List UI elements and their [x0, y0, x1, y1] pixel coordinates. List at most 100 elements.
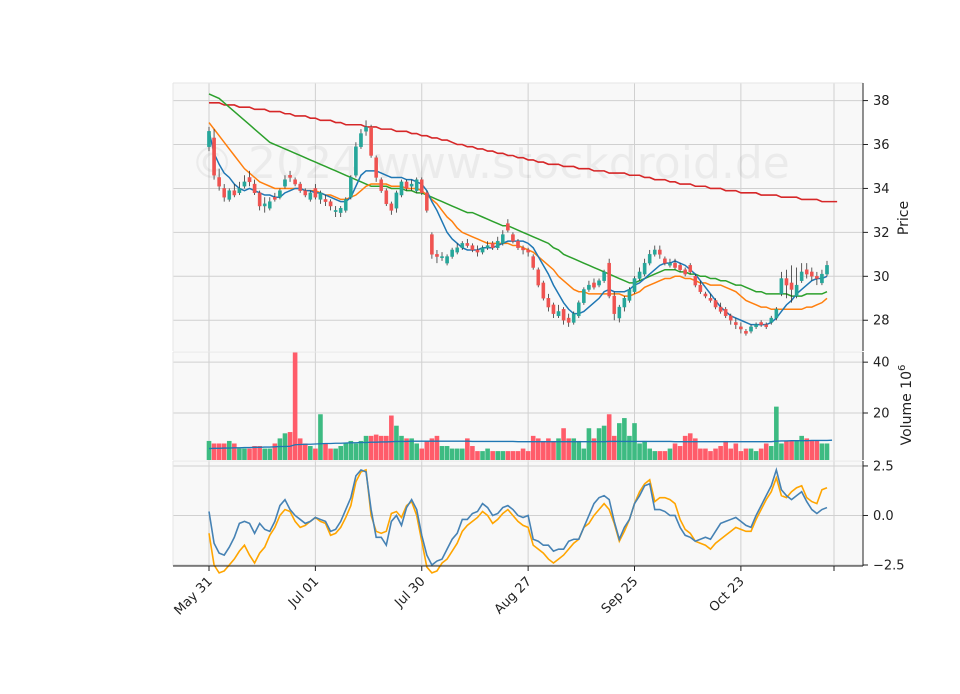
- volume-bar: [642, 440, 647, 460]
- volume-bar: [394, 425, 399, 460]
- oscillator-axis-tick-label: 2.5: [873, 459, 894, 474]
- volume-bar: [480, 451, 485, 460]
- volume-bar: [434, 435, 440, 460]
- candle-body: [364, 126, 368, 132]
- candle-body: [470, 245, 475, 251]
- volume-bar: [444, 446, 450, 460]
- candle-body: [820, 273, 824, 284]
- candle-body: [784, 278, 789, 286]
- candle-body: [566, 317, 571, 323]
- volume-bar: [211, 443, 217, 460]
- volume-bar: [535, 438, 541, 460]
- candle-body: [642, 262, 647, 275]
- volume-bar: [627, 435, 632, 460]
- volume-bar: [257, 446, 262, 460]
- volume-bar: [470, 446, 475, 460]
- candle-body: [678, 265, 682, 270]
- volume-bar: [809, 440, 815, 460]
- candle-body: [328, 201, 333, 207]
- volume-bar: [399, 435, 404, 460]
- candle-body: [455, 247, 460, 253]
- volume-bar: [596, 428, 602, 460]
- candle-body: [511, 234, 515, 242]
- candle-body: [703, 293, 708, 297]
- volume-bar: [687, 433, 693, 460]
- volume-bar: [475, 451, 480, 460]
- volume-bar: [713, 448, 718, 460]
- candle-body: [779, 278, 784, 295]
- candle-body: [501, 234, 505, 244]
- candle-body: [749, 326, 753, 332]
- volume-bar: [333, 448, 338, 460]
- candle-body: [576, 302, 581, 317]
- volume-bar: [682, 435, 688, 460]
- candle-body: [450, 249, 454, 257]
- volume-bar: [611, 435, 617, 460]
- volume-bar: [672, 443, 678, 460]
- volume-bar: [743, 448, 749, 460]
- volume-bar: [556, 438, 561, 460]
- candle-body: [799, 271, 804, 281]
- volume-bar: [449, 448, 455, 460]
- candle-body: [739, 326, 743, 330]
- x-axis-tick-label: Sep 25: [599, 574, 642, 617]
- volume-bar: [698, 448, 703, 460]
- candle-body: [237, 188, 242, 194]
- candle-body: [485, 245, 490, 248]
- candle-body: [693, 276, 698, 286]
- candle-body: [349, 177, 353, 198]
- candle-body: [460, 243, 465, 248]
- volume-bar: [566, 438, 571, 460]
- candle-body: [754, 324, 758, 328]
- volume-bar: [383, 435, 389, 460]
- volume-bar: [454, 448, 460, 460]
- candle-body: [359, 133, 363, 147]
- candle-body: [723, 309, 728, 317]
- candle-body: [475, 249, 480, 253]
- volume-bar: [378, 435, 384, 460]
- candle-body: [298, 183, 302, 191]
- volume-bar: [409, 438, 414, 460]
- volume-bar: [703, 448, 708, 460]
- candle-body: [825, 265, 829, 275]
- volume-bar: [637, 443, 642, 460]
- candle-body: [227, 190, 232, 200]
- volume-bar: [500, 451, 506, 460]
- volume-bar: [262, 448, 268, 460]
- candle-body: [582, 289, 586, 303]
- candle-body: [612, 295, 617, 314]
- volume-bar: [495, 451, 501, 460]
- price-axis-tick-label: 38: [873, 94, 890, 109]
- volume-bar: [799, 435, 804, 460]
- volume-bar: [708, 451, 713, 460]
- price-axis-tick-label: 36: [873, 138, 890, 153]
- candle-body: [404, 181, 409, 189]
- ma-200-line: [209, 101, 838, 203]
- candle-body: [810, 271, 814, 277]
- candle-body: [592, 282, 596, 288]
- candle-body: [774, 309, 779, 319]
- candle-body: [338, 208, 343, 213]
- volume-bar: [728, 448, 734, 460]
- oscillator-line-1: [208, 467, 828, 567]
- candle-body: [632, 278, 637, 292]
- candle-body: [278, 190, 282, 198]
- candle-body: [647, 254, 652, 264]
- candle-body: [394, 192, 399, 209]
- candle-body: [673, 262, 677, 268]
- volume-bar: [657, 451, 663, 460]
- volume-bar: [414, 443, 419, 460]
- volume-bar: [216, 443, 222, 460]
- candle-body: [465, 243, 470, 246]
- candle-body: [546, 298, 551, 308]
- price-axis-title: Price: [896, 201, 912, 235]
- volume-bar: [404, 438, 409, 460]
- candle-body: [252, 183, 257, 194]
- candle-body: [283, 179, 287, 187]
- volume-bar: [576, 440, 582, 460]
- volume-bar: [794, 440, 799, 460]
- candle-body: [683, 269, 687, 275]
- volume-bar: [591, 438, 597, 460]
- oscillator-axis-tick-label: −2.5: [873, 559, 905, 574]
- candle-body: [440, 256, 444, 258]
